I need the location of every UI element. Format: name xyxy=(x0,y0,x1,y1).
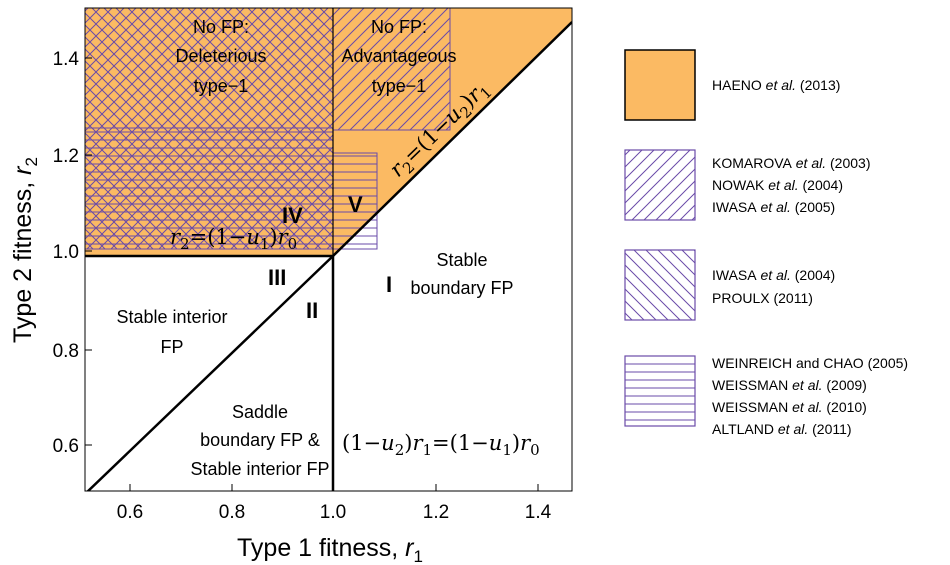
y-tick-label: 1.4 xyxy=(53,49,80,70)
horizontal-boundary-equation: r2=(1−u1)r0 xyxy=(170,225,297,253)
legend-entry-weissman-2009: WEISSMAN et al. (2009) xyxy=(712,377,867,393)
weinreich-hatch-region-left xyxy=(85,127,334,250)
x-axis-title: Type 1 fitness, r1 xyxy=(237,534,423,565)
region-label-no-fp-advantageous: type−1 xyxy=(372,76,427,96)
tick-marks xyxy=(85,57,539,491)
region-numeral-IV: IV xyxy=(282,203,303,228)
region-label-saddle: Saddle xyxy=(232,402,288,422)
y-tick-label: 1.0 xyxy=(53,242,79,263)
region-label-stable-interior: FP xyxy=(160,337,183,357)
y-tick-label: 0.8 xyxy=(53,341,79,362)
region-label-stable-boundary: Stable xyxy=(436,250,487,270)
diagonal-boundary-lower xyxy=(86,255,334,491)
legend-entry-weinreich: WEINREICH and CHAO (2005) xyxy=(712,355,908,371)
region-label-no-fp-deleterious: No FP: xyxy=(193,17,249,37)
x-tick-label: 0.6 xyxy=(117,502,143,523)
legend-entry-haeno: HAENO et al. (2013) xyxy=(712,77,840,93)
region-label-no-fp-deleterious: Deleterious xyxy=(175,46,266,66)
y-tick-label: 1.2 xyxy=(53,146,79,167)
region-numeral-I: I xyxy=(386,272,392,297)
plot-regions xyxy=(85,8,572,491)
region-label-no-fp-advantageous: Advantageous xyxy=(341,46,456,66)
vertical-boundary-equation: (1−u2)r1=(1−u1)r0 xyxy=(342,431,540,459)
diagonal-boundary-upper xyxy=(332,21,572,257)
region-label-saddle: boundary FP & xyxy=(200,430,320,450)
region-label-no-fp-advantageous: No FP: xyxy=(371,17,427,37)
legend: HAENO et al. (2013) KOMAROVA et al. (200… xyxy=(624,49,908,437)
legend-entry-weissman-2010: WEISSMAN et al. (2010) xyxy=(712,399,867,415)
region-label-stable-boundary: boundary FP xyxy=(410,278,513,298)
legend-entry-komarova: KOMAROVA et al. (2003) xyxy=(712,155,870,171)
region-label-no-fp-deleterious: type−1 xyxy=(194,76,249,96)
region-label-stable-interior: Stable interior xyxy=(116,307,227,327)
region-label-saddle: Stable interior FP xyxy=(190,459,329,479)
region-numeral-V: V xyxy=(348,192,363,217)
legend-entry-nowak: NOWAK et al. (2004) xyxy=(712,177,843,193)
legend-entry-iwasa-2005: IWASA et al. (2005) xyxy=(712,199,835,215)
x-tick-label: 0.8 xyxy=(219,502,245,523)
x-tick-label: 1.0 xyxy=(320,502,346,523)
legend-entry-altland: ALTLAND et al. (2011) xyxy=(712,421,852,437)
region-numeral-II: II xyxy=(306,298,318,323)
x-tick-label: 1.4 xyxy=(525,502,552,523)
komarova-hatch-region-right xyxy=(332,8,451,131)
legend-swatch-weinreich xyxy=(624,355,696,427)
plot-frame xyxy=(84,7,573,492)
x-tick-label: 1.2 xyxy=(423,502,449,523)
legend-entry-iwasa-2004: IWASA et al. (2004) xyxy=(712,267,835,283)
legend-swatch-haeno xyxy=(624,49,696,121)
legend-swatch-komarova xyxy=(624,149,696,221)
y-axis-title: Type 2 fitness, r2 xyxy=(9,157,41,343)
legend-entry-proulx: PROULX (2011) xyxy=(712,290,813,306)
y-tick-label: 0.6 xyxy=(53,436,79,457)
region-numeral-III: III xyxy=(268,265,286,290)
legend-swatch-iwasa-2004 xyxy=(624,249,696,321)
